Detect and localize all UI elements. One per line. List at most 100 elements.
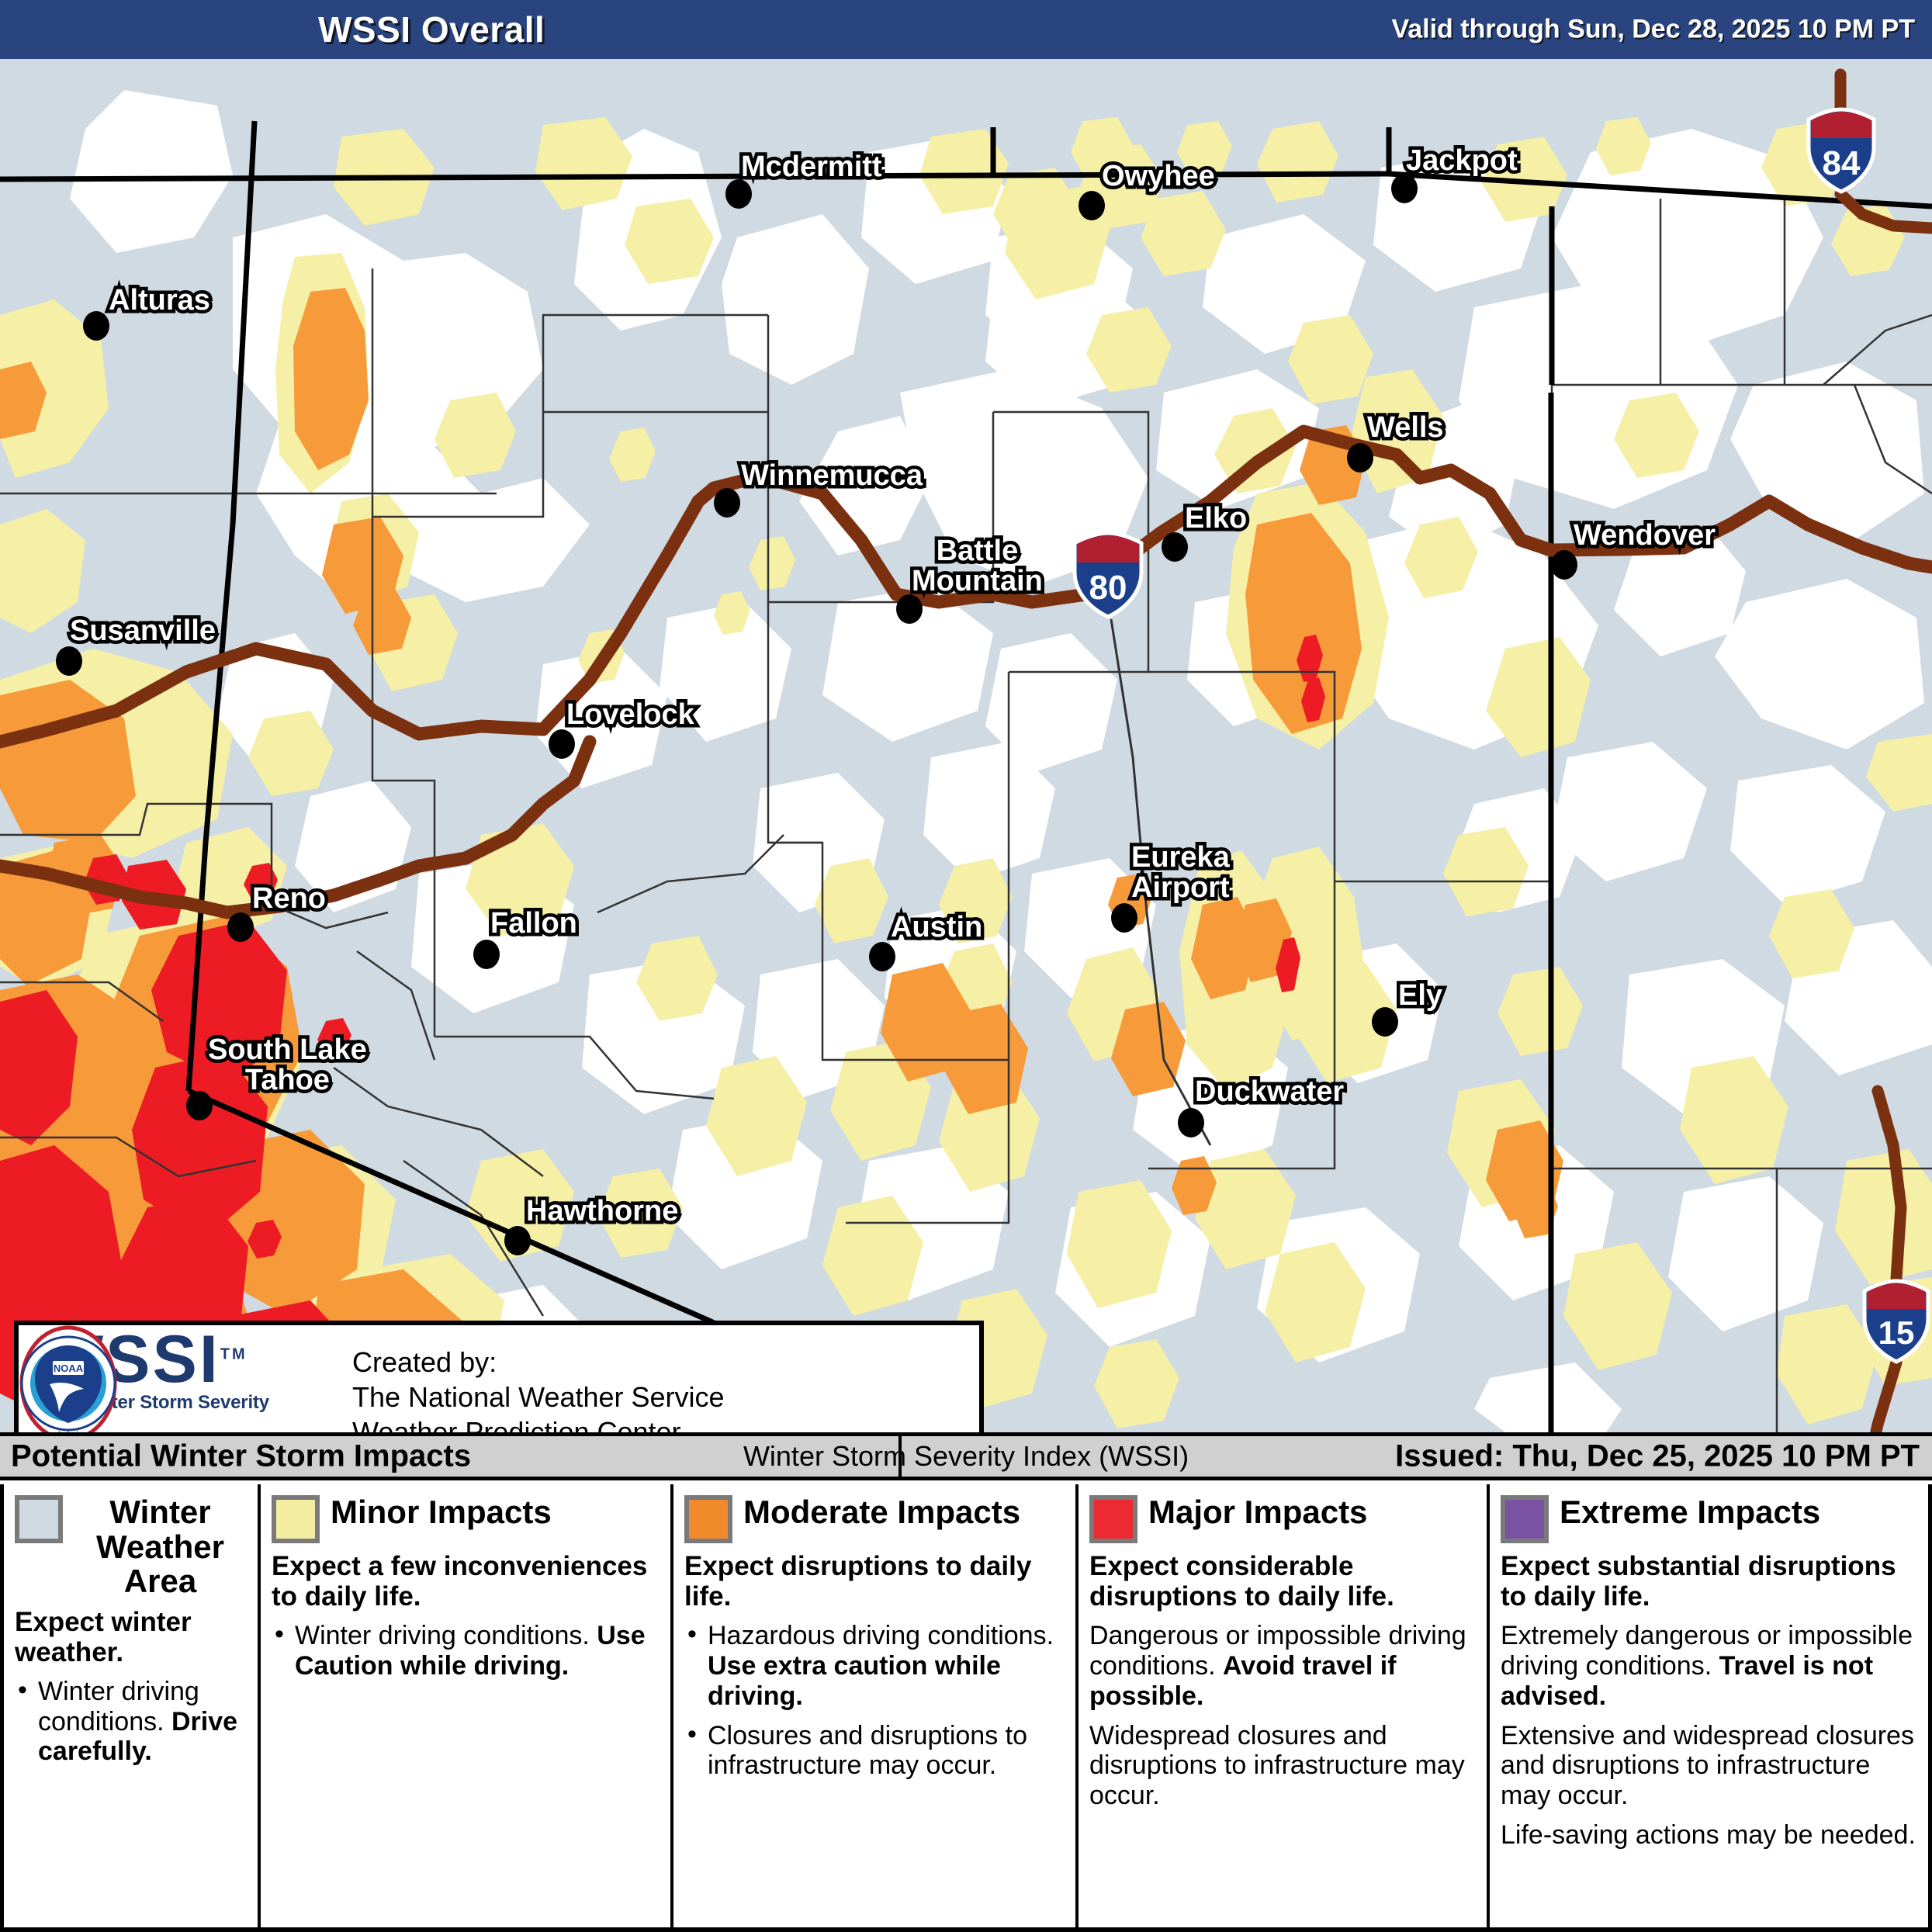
interstate-15-route [1870, 1085, 1907, 1432]
city-label-outline: Owyhee [1099, 158, 1219, 194]
legend-detail-list-1: Winter driving conditions. Use Caution w… [272, 1619, 660, 1681]
city-dot-reno[interactable] [227, 912, 254, 942]
interstate-shield-80[interactable]: 80 [1072, 531, 1144, 619]
legend-title-4: Extreme Impacts [1560, 1494, 1821, 1530]
legend-detail-list-3: Dangerous or impossible driving conditio… [1089, 1621, 1476, 1811]
city-dot-south-lake-tahoe[interactable] [186, 1091, 213, 1120]
valid-through-text: Valid through Sun, Dec 28, 2025 10 PM PT [1391, 14, 1915, 44]
city-label-outline: Reno [249, 880, 330, 916]
city-label-text: Fallon [490, 907, 577, 940]
city-label-outline: Duckwater [1191, 1073, 1347, 1110]
city-label-outline: Fallon [487, 905, 581, 941]
city-label-text: Battle Mountain [912, 535, 1043, 597]
city-label-text: Reno [252, 882, 326, 915]
city-dot-owyhee[interactable] [1079, 191, 1105, 220]
legend-summary-1: Expect a few inconveniences to daily lif… [272, 1551, 648, 1612]
legend-detail-list-2: Hazardous driving conditions. Use extra … [684, 1619, 1065, 1781]
city-dot-battle-mountain[interactable] [896, 594, 923, 624]
legend-detail-item: Winter driving conditions. Use Caution w… [272, 1619, 660, 1681]
city-label-text: Lovelock [566, 698, 694, 731]
interstate-shield-84[interactable]: 84 [1806, 107, 1876, 194]
city-label-text: Wells [1367, 411, 1444, 444]
legend-summary-0: Expect winter weather. [15, 1606, 192, 1667]
legend-column-2: Moderate Impacts Expect disruptions to da… [670, 1484, 1075, 1927]
city-label-outline: Lovelock [563, 696, 698, 732]
legend-title-0: Winter Weather Area [96, 1494, 224, 1600]
city-label-text: South Lake Tahoe [208, 1034, 367, 1096]
city-label-outline: Winnemucca [737, 457, 926, 493]
legend-summary-2: Expect disruptions to daily life. [684, 1551, 1032, 1612]
legend-column-4: Extreme Impacts Expect substantial disrup… [1487, 1484, 1932, 1927]
legend-detail-item: Life-saving actions may be needed. [1501, 1819, 1916, 1850]
city-label-outline: Eureka Airport [1128, 839, 1234, 905]
shield-number-15: 15 [1878, 1314, 1915, 1351]
city-label-text: Susanville [70, 615, 216, 647]
page-title: WSSI Overall [318, 9, 545, 50]
legend-detail-emphasis: Avoid travel if possible. [1089, 1651, 1397, 1711]
city-label-text: Hawthorne [526, 1195, 679, 1227]
legend-detail-item: Widespread closures and disruptions to i… [1089, 1720, 1465, 1811]
city-dot-wells[interactable] [1347, 443, 1373, 473]
legend-detail-item: Closures and disruptions to infrastructu… [684, 1719, 1065, 1781]
legend-column-1: Minor Impacts Expect a few inconveniences… [258, 1484, 670, 1927]
svg-text:★ ★ ★: ★ ★ ★ [56, 1430, 81, 1432]
city-dot-jackpot[interactable] [1391, 174, 1418, 203]
city-label-text: Owyhee [1102, 160, 1215, 192]
city-label-outline: Austin [887, 909, 985, 945]
city-label-outline: Susanville [67, 612, 220, 649]
noaa-seal: NOAA [20, 1335, 116, 1432]
legend-bar-left-title: Potential Winter Storm Impacts [11, 1439, 472, 1473]
wssi-map[interactable]: 84 80 15 Mcdermitt Mcdermitt Owyhee Owyhee J… [0, 59, 1932, 1432]
city-dot-lovelock[interactable] [549, 729, 575, 759]
city-label-outline: Alturas [106, 282, 214, 318]
city-label-text: Wendover [1574, 519, 1716, 552]
legend-column-header: Moderate Impacts [684, 1494, 1065, 1543]
legend-detail-emphasis: Travel is not advised. [1501, 1651, 1874, 1711]
wssi-logo-box: WSSITM The Winter Storm Severity Index ★… [14, 1321, 984, 1432]
legend-detail-emphasis: Use Caution while driving. [295, 1621, 646, 1681]
city-dot-fallon[interactable] [473, 940, 500, 969]
city-dot-winnemucca[interactable] [714, 488, 740, 518]
interstate-80-route [0, 424, 1932, 919]
legend-title-1: Minor Impacts [331, 1494, 552, 1530]
svg-text:NOAA: NOAA [54, 1362, 84, 1374]
city-dot-hawthorne[interactable] [504, 1226, 531, 1255]
legend-detail-item: Dangerous or impossible driving conditio… [1089, 1621, 1466, 1711]
city-label-text: Winnemucca [741, 459, 923, 492]
city-label-outline: South Lake Tahoe [205, 1031, 371, 1098]
city-dot-ely[interactable] [1372, 1007, 1398, 1037]
city-dot-wendover[interactable] [1551, 550, 1577, 580]
created-by-line-1: Created by: [352, 1345, 497, 1378]
legend-swatch-1 [272, 1495, 320, 1543]
legend-swatch-4 [1501, 1495, 1549, 1543]
city-dot-austin[interactable] [869, 942, 895, 971]
legend-detail-emphasis: Drive carefully. [38, 1706, 238, 1767]
city-dot-susanville[interactable] [56, 646, 82, 676]
interstate-84-route [1834, 68, 1932, 234]
map-graphics [0, 59, 1932, 1432]
city-dot-duckwater[interactable] [1178, 1108, 1204, 1137]
legend-swatch-0 [15, 1495, 63, 1543]
legend-column-header: Winter Weather Area [15, 1494, 247, 1600]
city-label-text: Alturas [109, 284, 210, 317]
city-dot-alturas[interactable] [83, 311, 109, 341]
legend-detail-item: Hazardous driving conditions. Use extra … [684, 1619, 1065, 1711]
city-label-outline: Mcdermitt [738, 148, 886, 185]
legend-detail-item: Winter driving conditions. Drive careful… [15, 1675, 247, 1767]
legend-bar-issued-text: Issued: Thu, Dec 25, 2025 10 PM PT [1395, 1439, 1920, 1473]
city-label-text: Jackpot [1406, 144, 1518, 177]
city-dot-mcdermitt[interactable] [725, 179, 752, 209]
legend-title-2: Moderate Impacts [743, 1494, 1021, 1530]
city-label-text: Duckwater [1195, 1075, 1345, 1108]
city-label-outline: Wells [1364, 409, 1448, 445]
city-dot-elko[interactable] [1162, 532, 1188, 562]
city-label-text: Austin [891, 911, 983, 943]
legend-column-header: Minor Impacts [272, 1494, 660, 1543]
legend-detail-item: Extensive and widespread closures and di… [1501, 1720, 1914, 1811]
city-label-outline: Elko [1181, 500, 1250, 536]
interstate-shield-15[interactable]: 15 [1862, 1279, 1930, 1364]
city-label-text: Ely [1398, 979, 1443, 1012]
city-dot-eureka-airport[interactable] [1111, 903, 1137, 933]
legend-column-3: Major Impacts Expect considerable disrupt… [1075, 1484, 1487, 1927]
legend-bar-divider [898, 1436, 902, 1477]
